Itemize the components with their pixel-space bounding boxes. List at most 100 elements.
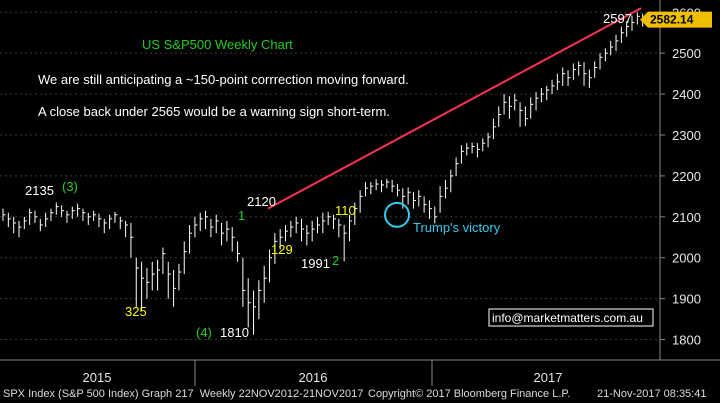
price-bar xyxy=(263,265,267,303)
annotation-2597: 2597 xyxy=(603,11,632,26)
price-bar xyxy=(114,211,118,223)
price-bar xyxy=(546,85,550,101)
price-bar xyxy=(487,132,491,148)
price-bar xyxy=(199,212,203,232)
price-bar xyxy=(103,218,107,234)
price-bar xyxy=(583,62,587,86)
price-bar xyxy=(572,63,576,80)
x-tick-label: 2016 xyxy=(299,370,328,385)
price-bar xyxy=(444,180,448,199)
price-bar xyxy=(498,106,502,127)
price-bar xyxy=(562,67,566,86)
price-bar xyxy=(173,270,177,307)
x-tick-label: 2015 xyxy=(83,370,112,385)
annotation-129: 129 xyxy=(271,242,293,257)
price-bar xyxy=(141,261,145,311)
contact-email: info@marketmatters.com.au xyxy=(492,311,643,325)
price-bar xyxy=(39,218,43,232)
footer-security: SPX Index (S&P 500 Index) Graph 217 Week… xyxy=(3,388,364,400)
price-bar xyxy=(514,94,518,111)
price-bar xyxy=(157,259,161,291)
price-bar xyxy=(66,210,70,223)
y-tick-label: 2400 xyxy=(672,87,701,102)
price-bar xyxy=(578,61,582,76)
price-bar xyxy=(455,157,459,176)
y-tick-label: 2300 xyxy=(672,128,701,143)
price-bar xyxy=(295,216,299,234)
bloomberg-footer: SPX Index (S&P 500 Index) Graph 217 Week… xyxy=(0,386,720,403)
price-bar xyxy=(2,208,6,221)
annotation-110: 110 xyxy=(335,203,356,218)
price-bar xyxy=(34,210,38,223)
price-bar xyxy=(604,48,608,62)
price-bar xyxy=(258,280,262,320)
price-bar xyxy=(279,229,283,250)
price-bar xyxy=(364,182,368,197)
price-bar xyxy=(7,212,11,228)
price-bar xyxy=(87,212,91,225)
price-bar xyxy=(231,227,235,252)
price-bar xyxy=(23,216,27,230)
price-bar xyxy=(45,212,49,228)
y-tick-label: 2100 xyxy=(672,210,701,225)
y-tick-label: 2500 xyxy=(672,46,701,61)
price-bar xyxy=(98,213,102,228)
price-bar xyxy=(423,196,427,213)
price-bar xyxy=(317,216,321,234)
price-bar xyxy=(322,212,326,234)
price-bar xyxy=(13,216,17,234)
price-bar xyxy=(332,214,336,230)
price-bar xyxy=(594,61,598,78)
price-bar xyxy=(524,106,528,126)
annotation-2135: 2135 xyxy=(25,183,54,198)
price-bar xyxy=(556,73,560,90)
price-bar xyxy=(269,249,273,283)
annotation-trumps-victory: Trump's victory xyxy=(413,220,501,235)
price-bar xyxy=(375,179,379,191)
annotation-wave-2: 2 xyxy=(332,253,339,268)
commentary-line-1: We are still anticipating a ~150-point c… xyxy=(38,72,409,87)
price-bar xyxy=(396,184,400,197)
price-bar xyxy=(151,261,155,291)
price-bars xyxy=(2,12,651,335)
trump-victory-circle xyxy=(384,201,410,228)
price-bar xyxy=(354,202,358,225)
annotation-1810: 1810 xyxy=(220,325,249,340)
contact-box xyxy=(488,308,654,327)
price-bar xyxy=(588,69,592,88)
price-bar xyxy=(412,192,416,209)
price-bar xyxy=(348,214,352,242)
price-bar xyxy=(247,278,251,328)
footer-copyright: Copyright© 2017 Bloomberg Finance L.P. xyxy=(368,388,571,400)
price-bar xyxy=(215,214,219,234)
price-bar xyxy=(439,186,443,213)
price-bar xyxy=(71,206,75,219)
price-bar xyxy=(109,214,113,230)
price-bar xyxy=(162,247,166,275)
price-bar xyxy=(460,145,464,164)
price-bar xyxy=(567,70,571,86)
price-bar xyxy=(285,225,289,242)
y-tick-label: 2200 xyxy=(672,169,701,184)
price-bar xyxy=(327,211,331,225)
annotation-1991: 1991 xyxy=(301,256,330,271)
price-bar xyxy=(610,40,614,56)
price-bar xyxy=(130,222,134,258)
price-bar xyxy=(482,138,486,152)
price-bar xyxy=(274,233,278,264)
price-bar xyxy=(135,257,139,307)
price-bar xyxy=(146,267,150,299)
price-bar xyxy=(434,206,438,224)
price-bar xyxy=(29,208,33,225)
price-bar xyxy=(407,187,411,205)
price-bar xyxy=(301,218,305,242)
price-bar xyxy=(189,225,193,254)
price-bar xyxy=(503,94,507,115)
price-bar xyxy=(194,216,198,238)
last-price-tag: 2582.14 xyxy=(640,11,712,28)
price-bar xyxy=(428,200,432,219)
price-bar xyxy=(338,218,342,238)
price-bar xyxy=(242,257,246,307)
price-bar xyxy=(450,169,454,193)
